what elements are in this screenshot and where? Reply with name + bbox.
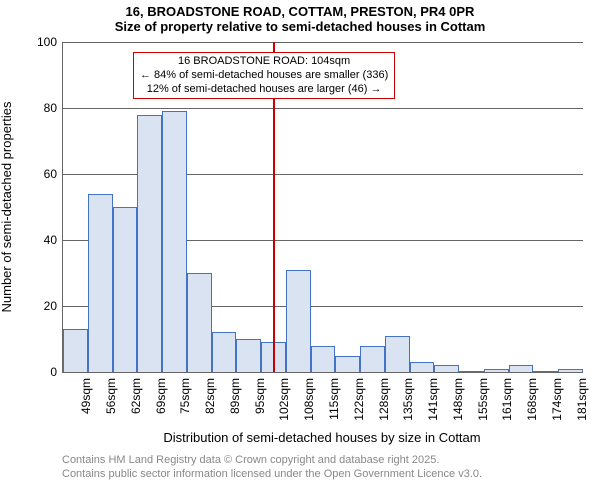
annotation-line: 16 BROADSTONE ROAD: 104sqm bbox=[140, 55, 388, 69]
bar bbox=[286, 270, 311, 372]
y-gridline bbox=[63, 372, 583, 373]
y-tick-label: 20 bbox=[44, 299, 57, 313]
y-tick-label: 100 bbox=[37, 35, 57, 49]
x-tick-label: 128sqm bbox=[377, 378, 391, 421]
x-tick-label: 135sqm bbox=[401, 378, 415, 421]
bar bbox=[360, 346, 385, 372]
x-tick-label: 161sqm bbox=[500, 378, 514, 421]
annotation-box: 16 BROADSTONE ROAD: 104sqm← 84% of semi-… bbox=[133, 52, 395, 99]
x-axis-label: Distribution of semi-detached houses by … bbox=[122, 430, 522, 445]
bar bbox=[335, 356, 360, 373]
bar bbox=[410, 362, 435, 372]
bar bbox=[385, 336, 410, 372]
annotation-line: 12% of semi-detached houses are larger (… bbox=[140, 83, 388, 97]
x-tick-label: 155sqm bbox=[476, 378, 490, 421]
x-tick-label: 56sqm bbox=[104, 378, 118, 414]
x-tick-label: 141sqm bbox=[426, 378, 440, 421]
x-tick-label: 69sqm bbox=[154, 378, 168, 414]
chart-title-2: Size of property relative to semi-detach… bbox=[0, 19, 600, 34]
x-tick-label: 49sqm bbox=[79, 378, 93, 414]
y-tick-label: 40 bbox=[44, 233, 57, 247]
x-tick-label: 95sqm bbox=[253, 378, 267, 414]
y-tick-label: 80 bbox=[44, 101, 57, 115]
y-axis-label: Number of semi-detached properties bbox=[0, 102, 14, 313]
plot-area: 02040608010049sqm56sqm62sqm69sqm75sqm82s… bbox=[62, 42, 583, 373]
bar bbox=[509, 365, 534, 372]
annotation-line: ← 84% of semi-detached houses are smalle… bbox=[140, 69, 388, 83]
x-tick-label: 122sqm bbox=[352, 378, 366, 421]
bar bbox=[484, 369, 509, 372]
x-tick-label: 75sqm bbox=[178, 378, 192, 414]
y-gridline bbox=[63, 108, 583, 109]
x-tick-label: 102sqm bbox=[277, 378, 291, 421]
bar bbox=[311, 346, 336, 372]
bar bbox=[212, 332, 237, 372]
x-tick-label: 62sqm bbox=[129, 378, 143, 414]
chart-title-1: 16, BROADSTONE ROAD, COTTAM, PRESTON, PR… bbox=[0, 0, 600, 19]
x-tick-label: 181sqm bbox=[575, 378, 589, 421]
bar bbox=[533, 371, 558, 372]
x-tick-label: 82sqm bbox=[203, 378, 217, 414]
x-tick-label: 174sqm bbox=[550, 378, 564, 421]
bar bbox=[236, 339, 261, 372]
footer-line-1: Contains HM Land Registry data © Crown c… bbox=[62, 454, 439, 466]
bar bbox=[187, 273, 212, 372]
x-tick-label: 168sqm bbox=[525, 378, 539, 421]
x-tick-label: 89sqm bbox=[228, 378, 242, 414]
y-tick-label: 0 bbox=[50, 365, 57, 379]
x-tick-label: 115sqm bbox=[327, 378, 341, 420]
bar bbox=[88, 194, 113, 372]
bar bbox=[113, 207, 138, 372]
bar bbox=[162, 111, 187, 372]
bar bbox=[558, 369, 583, 372]
bar bbox=[137, 115, 162, 372]
chart-container: 16, BROADSTONE ROAD, COTTAM, PRESTON, PR… bbox=[0, 0, 600, 500]
y-gridline bbox=[63, 42, 583, 43]
bar bbox=[63, 329, 88, 372]
footer-line-2: Contains public sector information licen… bbox=[62, 468, 482, 480]
bar bbox=[434, 365, 459, 372]
x-tick-label: 108sqm bbox=[302, 378, 316, 421]
x-tick-label: 148sqm bbox=[451, 378, 465, 421]
bar bbox=[459, 371, 484, 372]
y-tick-label: 60 bbox=[44, 167, 57, 181]
